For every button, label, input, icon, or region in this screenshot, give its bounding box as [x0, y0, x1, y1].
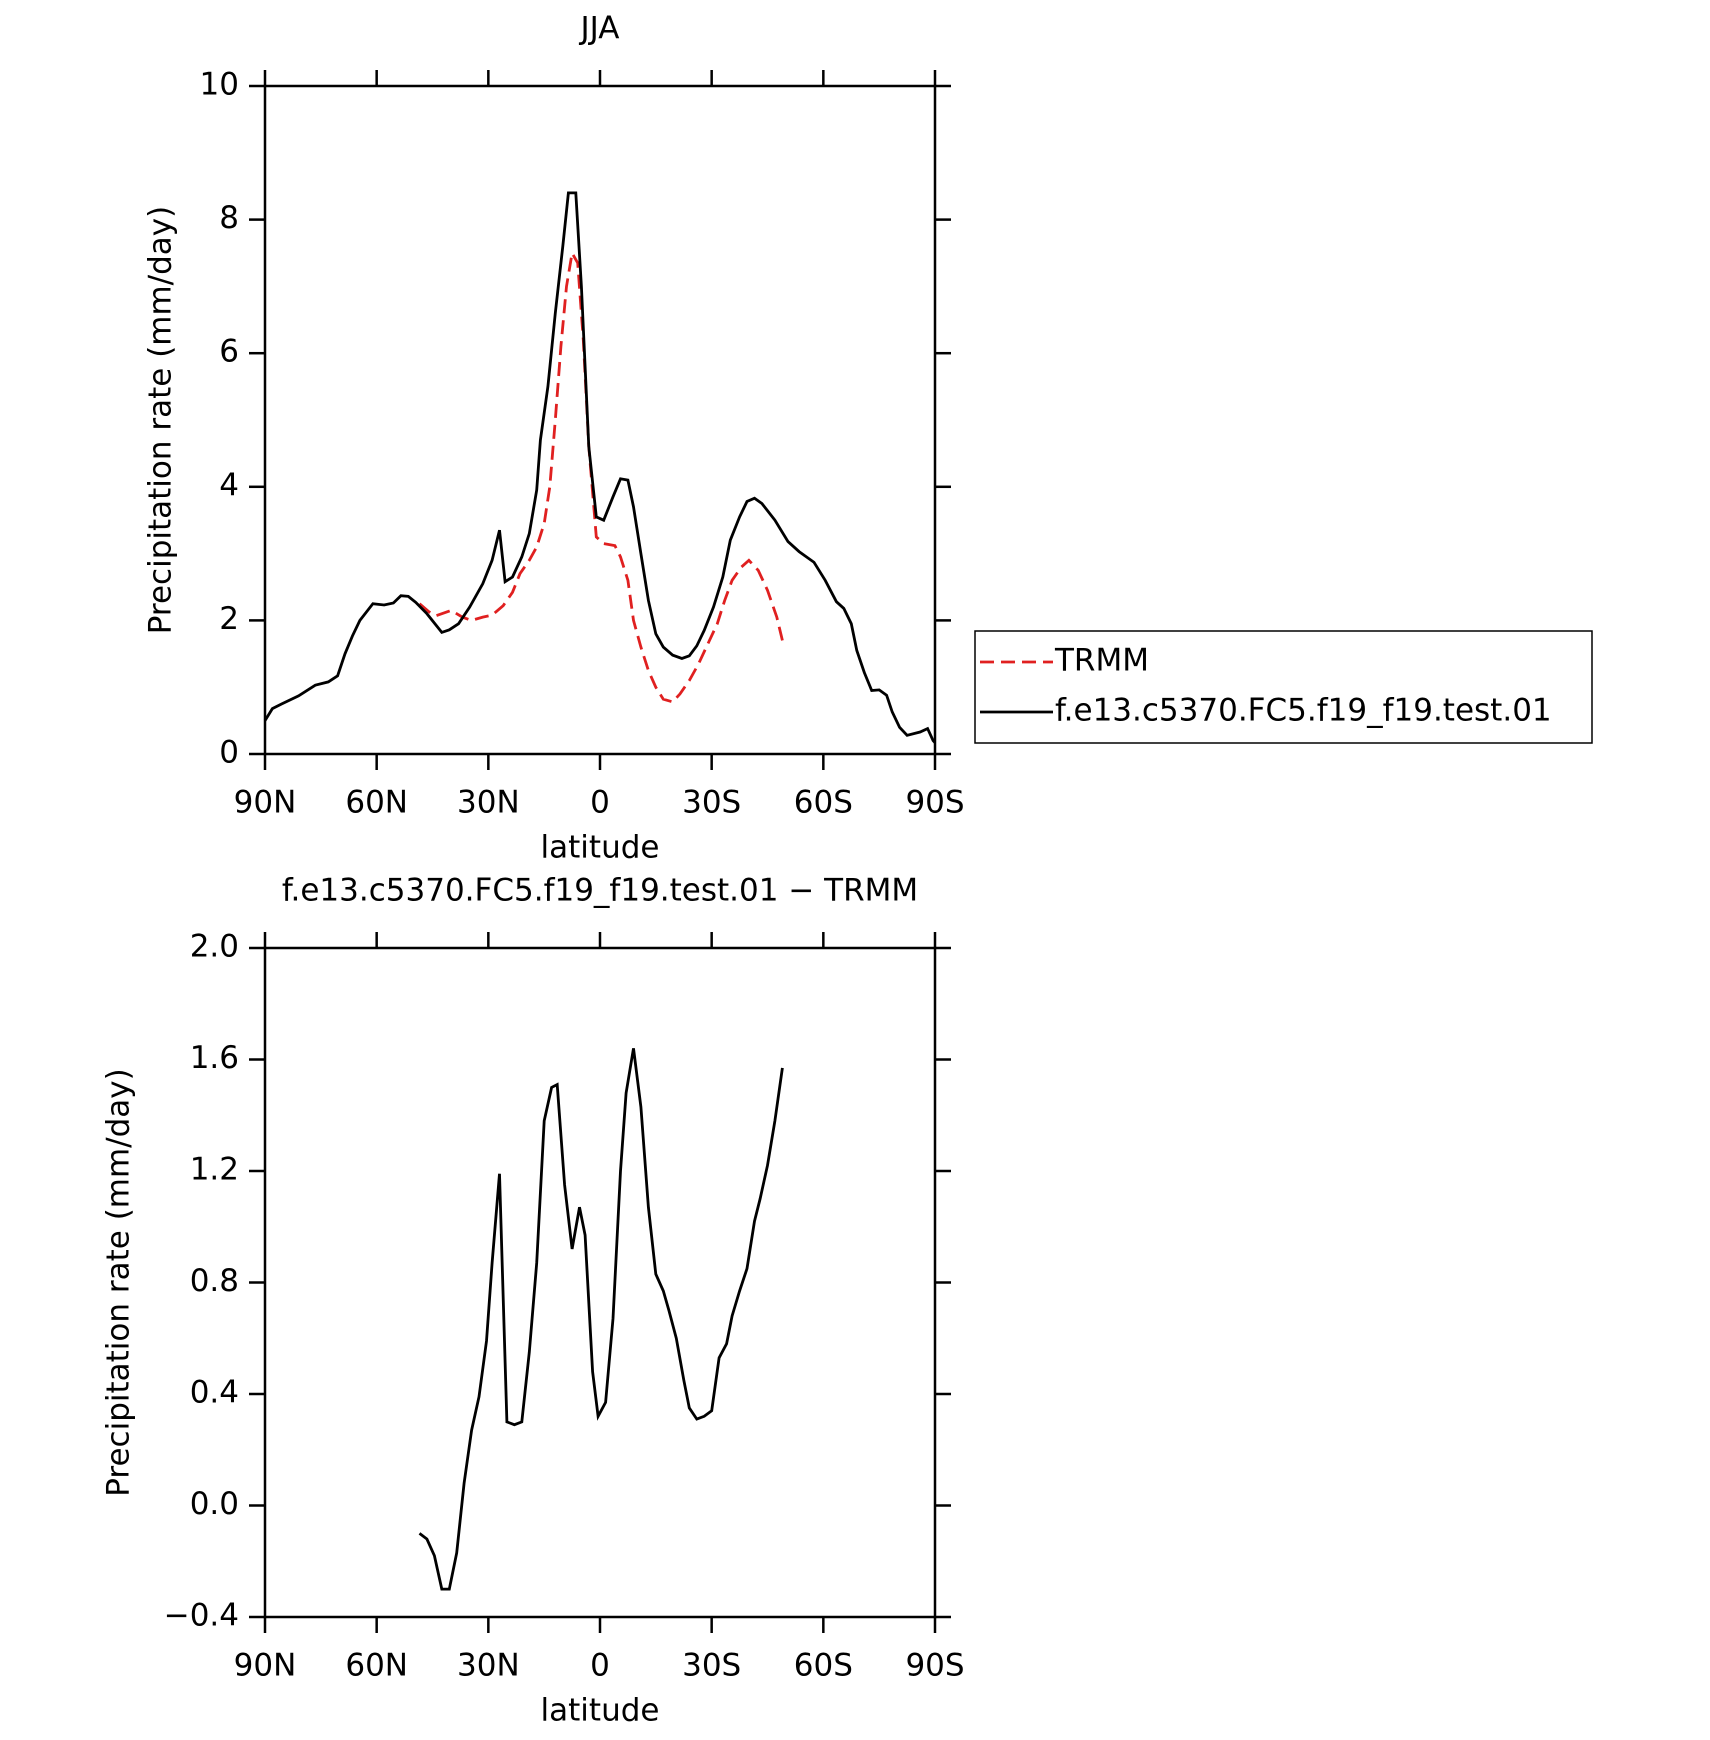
- plot-frame: [263, 84, 937, 756]
- y-tick-label: 2.0: [190, 929, 239, 965]
- y-tick-label: 0.4: [190, 1375, 239, 1411]
- legend-label: f.e13.c5370.FC5.f19_f19.test.01: [1055, 693, 1552, 729]
- y-tick-label: 0: [219, 735, 239, 771]
- y-axis-label: Precipitation rate (mm/day): [101, 1068, 137, 1497]
- x-tick-label: 60N: [345, 785, 408, 821]
- x-tick-label: 60S: [794, 1648, 853, 1684]
- y-tick-label: 6: [219, 334, 239, 370]
- y-tick-label: 2: [219, 601, 239, 637]
- x-tick-label: 90S: [905, 1648, 964, 1684]
- x-tick-label: 30N: [457, 1648, 520, 1684]
- x-axis-label: latitude: [541, 1693, 660, 1729]
- data-line: [263, 191, 937, 744]
- x-tick-label: 60N: [345, 1648, 408, 1684]
- x-tick-label: 30S: [682, 785, 741, 821]
- y-tick-label: 4: [219, 467, 239, 503]
- y-tick-label: −0.4: [164, 1598, 239, 1634]
- y-tick-label: 0.8: [190, 1263, 239, 1299]
- y-tick-label: 8: [219, 200, 239, 236]
- x-tick-label: 30S: [682, 1648, 741, 1684]
- legend-box: [974, 630, 1593, 744]
- x-tick-label: 90N: [234, 785, 297, 821]
- x-tick-label: 0: [590, 1648, 610, 1684]
- x-tick-label: 90N: [234, 1648, 297, 1684]
- x-tick-label: 0: [590, 785, 610, 821]
- chart-title: JJA: [579, 11, 620, 47]
- plot-frame: [263, 946, 937, 1619]
- y-tick-label: 1.6: [190, 1040, 239, 1076]
- y-tick-label: 10: [200, 67, 239, 103]
- y-tick-label: 1.2: [190, 1152, 239, 1188]
- legend-label: TRMM: [1054, 643, 1149, 679]
- y-tick-label: 0.0: [190, 1486, 239, 1522]
- chart-title: f.e13.c5370.FC5.f19_f19.test.01 − TRMM: [282, 873, 918, 909]
- y-axis-label: Precipitation rate (mm/day): [143, 206, 179, 635]
- data-line: [418, 1048, 784, 1591]
- data-line: [418, 248, 784, 704]
- x-tick-label: 90S: [905, 785, 964, 821]
- x-tick-label: 60S: [794, 785, 853, 821]
- x-tick-label: 30N: [457, 785, 520, 821]
- x-axis-label: latitude: [541, 830, 660, 866]
